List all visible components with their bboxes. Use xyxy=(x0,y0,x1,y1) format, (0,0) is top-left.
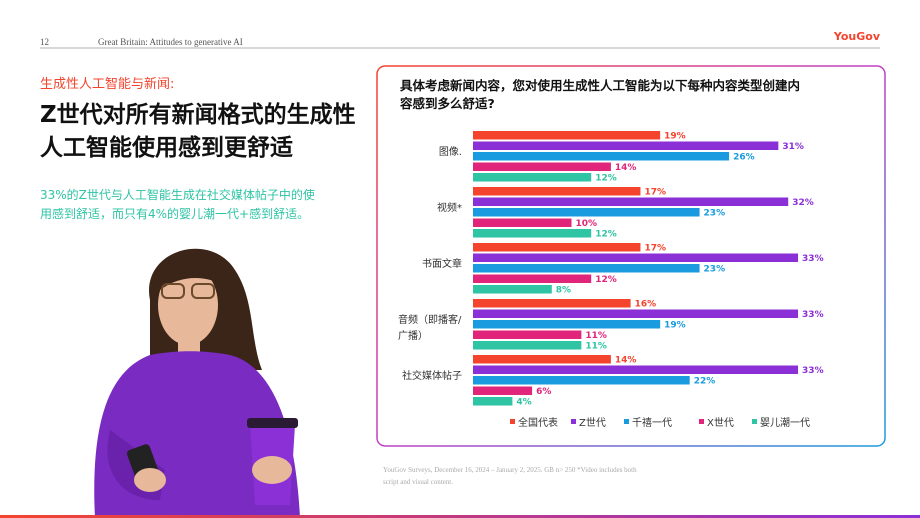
bar xyxy=(473,197,789,206)
value-label: 16% xyxy=(635,300,657,310)
legend-label: Z世代 xyxy=(579,417,606,429)
category-text: 图像. xyxy=(438,147,462,158)
body-text: 33%的Z世代与人工智能生成在社交媒体帖子中的使 xyxy=(40,187,315,202)
body-text: 用感到舒适，而只有4%的婴儿潮一代+感到舒适。 xyxy=(40,206,309,221)
bar xyxy=(473,355,611,364)
value-label: 23% xyxy=(704,265,726,275)
chart-title: 容感到多么舒适? xyxy=(399,96,495,111)
value-label: 14% xyxy=(615,163,637,173)
value-label: 6% xyxy=(536,387,551,397)
value-label: 33% xyxy=(802,366,824,376)
logo: YouGov xyxy=(833,30,881,43)
value-label: 33% xyxy=(802,254,824,264)
value-label: 10% xyxy=(576,219,598,229)
value-label: 19% xyxy=(664,321,686,331)
value-label: 17% xyxy=(644,244,666,254)
bar xyxy=(473,229,592,238)
bar xyxy=(473,309,799,318)
legend-label: 千禧一代 xyxy=(632,416,672,429)
bar xyxy=(473,152,730,161)
value-label: 12% xyxy=(595,174,617,184)
bar xyxy=(473,243,641,252)
value-label: 8% xyxy=(556,286,571,296)
bar xyxy=(473,274,592,283)
bar xyxy=(473,341,582,350)
value-label: 17% xyxy=(644,188,666,198)
section-title: Great Britain: Attitudes to generative A… xyxy=(98,37,243,47)
value-label: 26% xyxy=(733,153,755,163)
bar xyxy=(473,264,700,273)
legend-swatch xyxy=(624,419,629,424)
legend-swatch xyxy=(571,419,576,424)
bar xyxy=(473,285,552,294)
value-label: 11% xyxy=(585,342,607,352)
bar xyxy=(473,208,700,217)
value-label: 19% xyxy=(664,132,686,142)
bar xyxy=(473,141,779,150)
legend-label: 婴儿潮一代 xyxy=(760,416,810,429)
value-label: 12% xyxy=(595,275,617,285)
bar xyxy=(473,299,631,308)
category-label: 社交媒体帖子 xyxy=(398,369,462,385)
bar xyxy=(473,187,641,196)
category-text: 书面文章 xyxy=(422,259,462,270)
category-label: 视频* xyxy=(398,201,462,217)
headline: Z世代对所有新闻格式的生成性 xyxy=(40,101,356,128)
bar xyxy=(473,330,582,339)
value-label: 23% xyxy=(704,209,726,219)
bar xyxy=(473,253,799,262)
category-text: 音频（即播客/广播） xyxy=(398,315,462,342)
value-label: 31% xyxy=(782,142,804,152)
value-label: 32% xyxy=(792,198,814,208)
legend-label: 全国代表 xyxy=(518,416,558,429)
legend-label: X世代 xyxy=(707,417,734,429)
photo xyxy=(94,248,300,518)
category-label: 图像. xyxy=(398,145,462,161)
value-label: 33% xyxy=(802,310,824,320)
bottom-rule xyxy=(0,515,920,518)
legend-swatch xyxy=(752,419,757,424)
bar xyxy=(473,320,661,329)
category-label: 书面文章 xyxy=(398,257,462,273)
legend-swatch xyxy=(699,419,704,424)
headline: 人工智能使用感到更舒适 xyxy=(40,134,293,161)
value-label: 14% xyxy=(615,356,637,366)
bar xyxy=(473,397,513,406)
bar xyxy=(473,131,661,140)
value-label: 4% xyxy=(516,398,531,408)
category-text: 视频* xyxy=(437,203,462,214)
value-label: 12% xyxy=(595,230,617,240)
bar xyxy=(473,376,690,385)
category-text: 社交媒体帖子 xyxy=(402,371,462,382)
bar xyxy=(473,365,799,374)
bar xyxy=(473,218,572,227)
kicker: 生成性人工智能与新闻: xyxy=(40,76,174,92)
value-label: 11% xyxy=(585,331,607,341)
bar xyxy=(473,162,611,171)
legend-swatch xyxy=(510,419,515,424)
value-label: 22% xyxy=(694,377,716,387)
page-number: 12 xyxy=(40,37,49,47)
chart-title: 具体考虑新闻内容，您对使用生成性人工智能为以下每种内容类型创建内 xyxy=(399,78,800,93)
bar xyxy=(473,386,533,395)
category-label: 音频（即播客/广播） xyxy=(398,313,462,345)
bar xyxy=(473,173,592,182)
footnote: YouGov Surveys, December 16, 2024 – Janu… xyxy=(383,466,637,486)
